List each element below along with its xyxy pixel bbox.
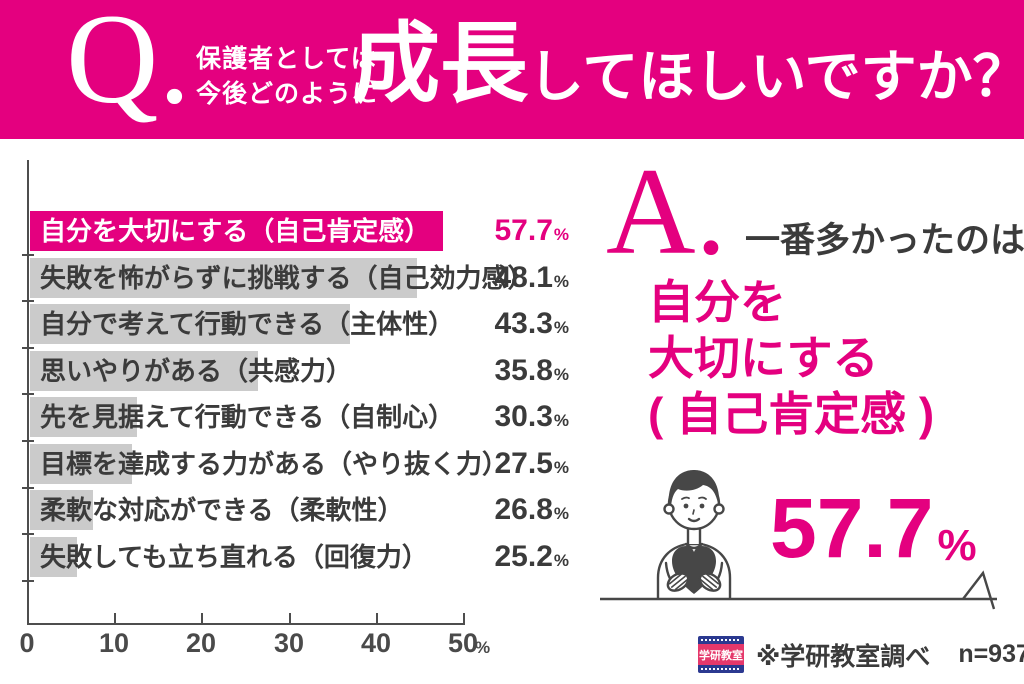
question-title-rest: してほしいですか？ <box>528 45 1024 108</box>
bar-label: 自分を大切にする（自己肯定感） <box>40 216 431 246</box>
answer-line3: ( 自己肯定感 ) <box>648 388 935 440</box>
bar-label: 自分で考えて行動できる（主体性） <box>40 309 455 339</box>
bar-value: 35.8% <box>494 353 569 387</box>
answer-mark-label: A. <box>606 143 727 280</box>
question-subtitle-line1: 保護者としては <box>196 45 377 73</box>
person-hugging-heart-illustration <box>656 470 732 600</box>
x-axis-tick <box>201 613 203 623</box>
answer-top-value: 57.7 % <box>770 486 977 570</box>
x-axis-tick <box>114 613 116 623</box>
sample-size: n=937 <box>958 640 1024 668</box>
bar-row: 柔軟な対応ができる（柔軟性） 26.8% <box>30 490 570 530</box>
bar-row: 目標を達成する力がある（やり抜く力） 27.5% <box>30 443 570 484</box>
bar <box>30 350 258 391</box>
question-title: 成長 してほしいですか？ <box>352 16 1024 112</box>
bar <box>30 304 350 344</box>
x-axis-line <box>27 623 465 625</box>
bar <box>30 443 132 484</box>
gakken-logo-text: 学研教室 <box>698 644 744 665</box>
bar-label: 柔軟な対応ができる（柔軟性） <box>40 495 404 525</box>
bar-row: 失敗を怖がらずに挑戦する（自己効力感） 48.1% <box>30 257 570 298</box>
bar-rows: 自分を大切にする（自己肯定感） 57.7% 失敗を怖がらずに挑戦する（自己効力感… <box>30 211 570 577</box>
x-axis-tick <box>376 613 378 623</box>
x-axis-tick <box>289 613 291 623</box>
bar-label: 目標を達成する力がある（やり抜く力） <box>40 448 509 479</box>
answer-intro: 一番多かったのは <box>745 221 1024 260</box>
question-subtitle: 保護者としては 今後どのように <box>196 42 378 112</box>
question-mark-label: Q. <box>66 0 191 130</box>
bar <box>30 257 417 298</box>
bar-label: 失敗しても立ち直れる（回復力） <box>40 541 428 572</box>
x-tick-label: 30 <box>273 628 305 658</box>
bar-row: 失敗しても立ち直れる（回復力） 25.2% <box>30 536 570 577</box>
x-axis-unit: % <box>475 638 491 657</box>
y-axis-tick <box>22 533 34 535</box>
x-tick-label: 0 <box>19 628 35 658</box>
y-axis-tick <box>22 300 34 302</box>
answer-line1: 自分を <box>648 276 786 328</box>
bar-value: 48.1% <box>494 260 569 294</box>
x-tick-label: 20 <box>185 628 217 658</box>
question-subtitle-line2: 今後どのように <box>196 80 379 108</box>
gakken-logo: 学研教室 <box>698 636 744 673</box>
bar-row: 自分で考えて行動できる（主体性） 43.3% <box>30 304 570 344</box>
bar <box>30 536 77 577</box>
bar-value: 27.5% <box>494 446 569 480</box>
bar-row: 自分を大切にする（自己肯定感） 57.7% <box>30 211 570 251</box>
x-axis-tick <box>27 613 29 623</box>
question-title-emphasis: 成長 <box>352 14 529 113</box>
answer-top-value-number: 57.7 <box>770 481 934 575</box>
y-axis-tick <box>22 254 34 256</box>
bar-row: 先を見据えて行動できる（自制心） 30.3% <box>30 397 570 437</box>
bar-highlighted <box>30 211 443 251</box>
x-tick-label: 50 <box>447 628 479 658</box>
bar-label: 先を見据えて行動できる（自制心） <box>40 402 455 432</box>
answer-underline-peak-decoration <box>600 570 997 610</box>
bar-value: 43.3% <box>494 307 569 340</box>
answer-line2: 大切にする <box>648 332 879 384</box>
gakken-logo-bottom-strip <box>698 665 744 673</box>
y-axis-tick <box>22 580 34 582</box>
y-axis-tick <box>22 487 34 489</box>
bar-value: 25.2% <box>494 539 569 573</box>
bar <box>30 397 137 437</box>
bar-value: 57.7% <box>494 214 569 247</box>
question-banner: Q. 保護者としては 今後どのように 成長 してほしいですか？ <box>0 0 1024 139</box>
bar <box>30 490 93 530</box>
bar-label: 思いやりがある（共感力） <box>40 355 353 386</box>
bar-label: 失敗を怖がらずに挑戦する（自己効力感） <box>40 262 534 293</box>
bar-row: 思いやりがある（共感力） 35.8% <box>30 350 570 391</box>
footer: 学研教室 ※学研教室調べ n=937 <box>698 636 1024 673</box>
y-axis-tick <box>22 440 34 442</box>
x-tick-label: 10 <box>98 628 130 658</box>
x-tick-label: 40 <box>360 628 392 658</box>
gakken-logo-top-strip <box>698 636 744 644</box>
bar-value: 26.8% <box>494 493 569 526</box>
bar-value: 30.3% <box>494 400 569 433</box>
answer-top-value-unit: % <box>937 521 977 570</box>
x-axis-tick <box>463 613 465 623</box>
y-axis-tick <box>22 393 34 395</box>
y-axis-line <box>27 160 29 625</box>
y-axis-tick <box>22 347 34 349</box>
answer-text: 自分を 大切にする ( 自己肯定感 ) <box>648 274 934 442</box>
survey-source: ※学研教室調べ <box>756 642 931 671</box>
bar-chart: 0 10 20 30 40 50 % 自分を大切にする（自己肯定感） 57.7%… <box>19 160 572 680</box>
